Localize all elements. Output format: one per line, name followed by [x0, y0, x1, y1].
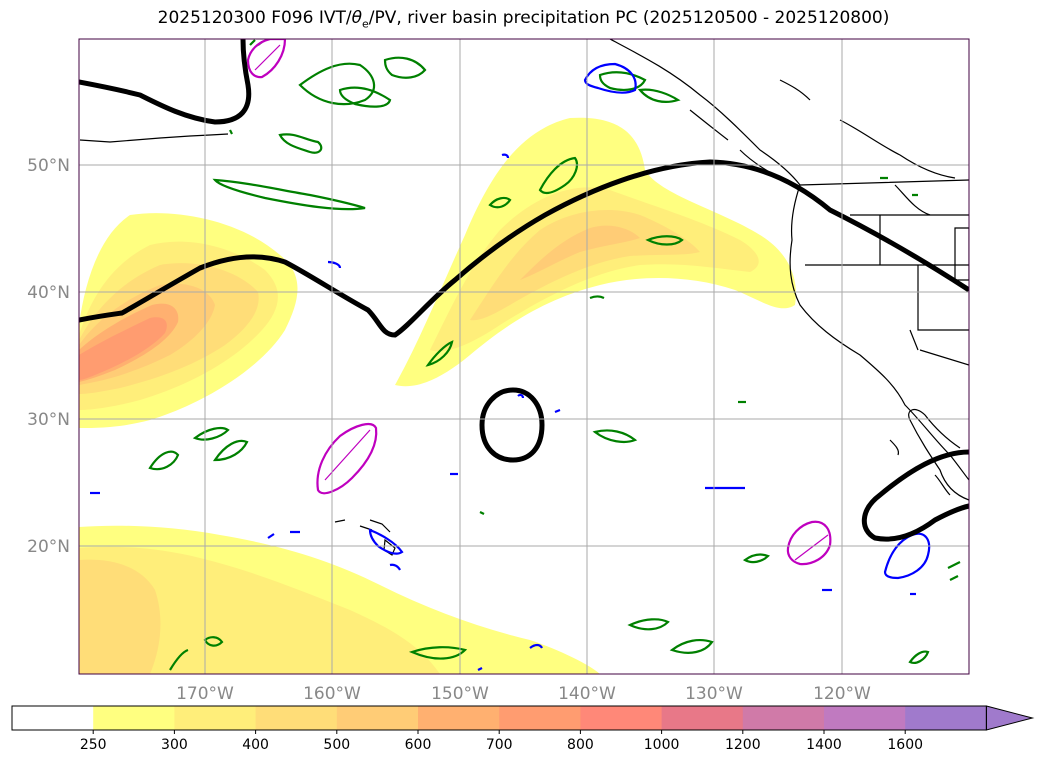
lat-label: 50°N [27, 156, 70, 176]
map-panel [79, 39, 969, 674]
green-contours [148, 39, 961, 671]
colorbar-label: 1400 [806, 737, 842, 753]
colorbar-label: 700 [486, 737, 513, 753]
map-title: 2025120300 F096 IVT/θe/PV, river basin p… [157, 8, 890, 31]
colorbar-label: 600 [405, 737, 432, 753]
lon-label: 120°W [813, 684, 871, 704]
ivt-shading-west [79, 213, 298, 428]
colorbar-segment [93, 706, 175, 730]
colorbar-segment [174, 706, 257, 730]
colorbar-segment [824, 706, 906, 730]
ivt-shading-south [79, 525, 600, 674]
lon-label: 140°W [558, 684, 616, 704]
lon-label: 130°W [685, 684, 743, 704]
colorbar-segment [12, 706, 94, 730]
colorbar-segment [336, 706, 419, 730]
pv-contours [79, 39, 969, 542]
ivt-shading-central [395, 117, 796, 387]
colorbar-label: 800 [567, 737, 594, 753]
colorbar-segment [499, 706, 581, 730]
coastlines [79, 39, 969, 556]
lat-label: 30°N [27, 410, 70, 430]
graticule [79, 39, 969, 674]
colorbar-label: 300 [161, 737, 188, 753]
colorbar-label: 1600 [887, 737, 923, 753]
latitude-labels: 50°N 40°N 30°N 20°N [27, 156, 70, 557]
colorbar-segment [580, 706, 663, 730]
colorbar-label: 1000 [644, 737, 680, 753]
colorbar-segment [418, 706, 500, 730]
colorbar-label: 1200 [725, 737, 761, 753]
map-frame [78, 38, 970, 675]
longitude-labels: 170°W 160°W 150°W 140°W 130°W 120°W [176, 684, 871, 704]
colorbar-segment [905, 706, 987, 730]
lon-label: 160°W [303, 684, 361, 704]
colorbar-segment [661, 706, 744, 730]
magenta-contours [246, 39, 832, 566]
colorbar-segment [255, 706, 338, 730]
blue-contours [90, 62, 931, 671]
colorbar-label: 400 [242, 737, 269, 753]
lon-label: 170°W [176, 684, 234, 704]
colorbar-extend-arrow [985, 705, 1035, 731]
colorbar-label: 250 [80, 737, 107, 753]
lat-label: 40°N [27, 283, 70, 303]
colorbar: 250 300 400 500 600 700 800 1000 1200 1400 1600 [11, 705, 1035, 753]
colorbar-segment [742, 706, 825, 730]
colorbar-label: 500 [323, 737, 350, 753]
lat-label: 20°N [27, 537, 70, 557]
lon-label: 150°W [431, 684, 489, 704]
